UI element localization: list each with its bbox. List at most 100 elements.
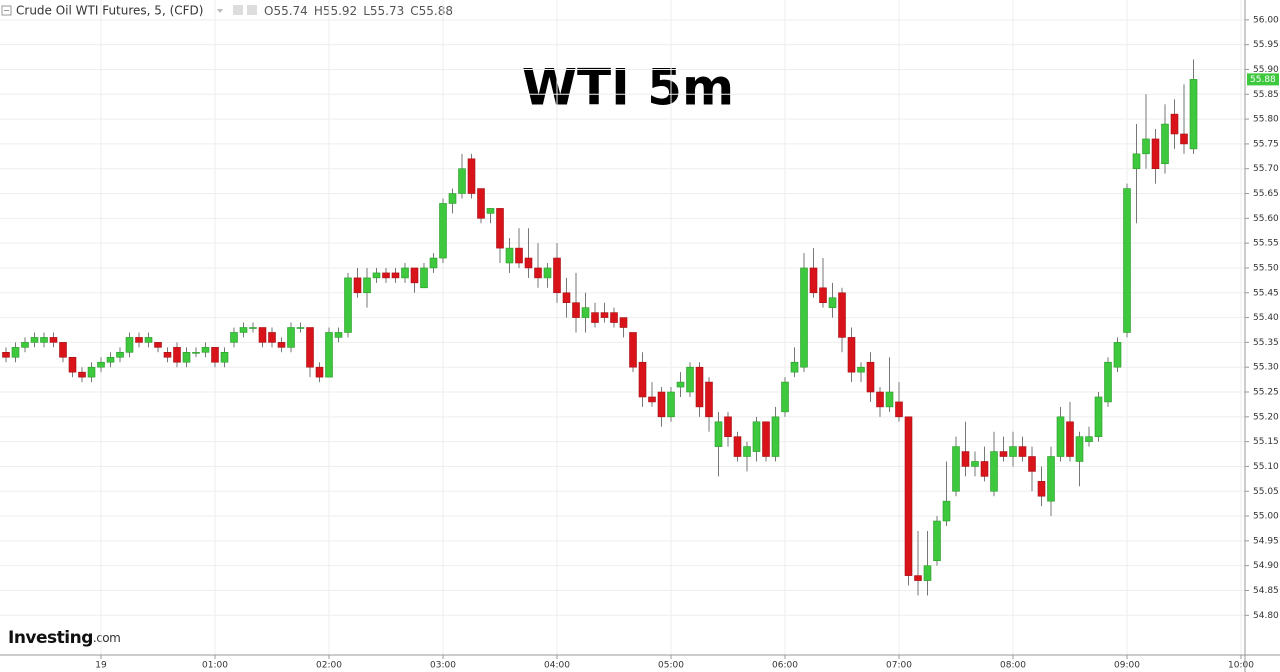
candle-body (315, 366, 324, 378)
x-tick-label: 19 (95, 661, 107, 671)
candle (515, 228, 523, 268)
candle-body (420, 267, 428, 289)
candle (838, 287, 846, 353)
candle (971, 451, 979, 477)
candle (1028, 446, 1036, 492)
candle (382, 267, 390, 283)
candle (21, 337, 29, 353)
chart-title: WTI 5m (522, 59, 734, 117)
y-tick-label: 55.30 (1253, 363, 1279, 373)
candle-body (1009, 446, 1017, 457)
candle-body (676, 381, 685, 388)
candle-body (781, 381, 789, 413)
y-tick-label: 55.15 (1253, 437, 1279, 447)
candle-body (78, 371, 86, 378)
x-tick-label: 02:00 (316, 661, 342, 671)
candle-body (610, 312, 618, 323)
candle (600, 302, 609, 323)
candle (534, 243, 542, 288)
candle (116, 347, 124, 363)
candle (1066, 401, 1074, 462)
candle-body (1085, 436, 1093, 442)
x-tick-label: 05:00 (658, 661, 684, 671)
candle-body (363, 277, 371, 294)
candle-body (1056, 416, 1065, 457)
y-tick-label: 54.80 (1253, 611, 1279, 621)
candle-body (1123, 188, 1131, 333)
candle (458, 153, 466, 199)
candle-body (838, 292, 846, 338)
candle-body (771, 416, 780, 457)
candle-body (258, 327, 267, 343)
candle (638, 352, 647, 407)
candle (173, 342, 181, 368)
y-tick-label: 54.95 (1253, 536, 1279, 546)
candle (30, 332, 39, 348)
candle-body (800, 267, 808, 368)
candle-body (591, 312, 599, 323)
candle-body (59, 342, 67, 358)
candle (1132, 124, 1141, 224)
candle (847, 327, 856, 383)
candle (1094, 392, 1103, 442)
y-tick-label: 55.10 (1253, 462, 1279, 472)
candle (667, 387, 675, 422)
candle-body (173, 347, 181, 363)
candle (733, 431, 742, 462)
candle (657, 387, 666, 427)
candle (230, 327, 238, 348)
candle-body (952, 446, 960, 492)
candle (97, 357, 105, 373)
candle-body (97, 361, 105, 368)
candle-body (961, 451, 970, 467)
candle-body (942, 500, 951, 522)
candle (144, 332, 153, 348)
candle-body (1161, 123, 1169, 165)
candle (828, 282, 837, 318)
candle (619, 317, 628, 338)
candle-body (534, 267, 542, 279)
candle (1037, 466, 1046, 507)
candle-body (467, 158, 476, 194)
x-tick-label: 01:00 (202, 661, 228, 671)
candle (771, 406, 780, 462)
candle (315, 362, 324, 383)
candle-body (458, 168, 466, 194)
candle (135, 332, 143, 348)
candle-body (391, 272, 400, 279)
candle-body (914, 575, 922, 581)
candle (610, 307, 618, 328)
candle-body (1037, 481, 1046, 497)
candle-body (382, 272, 390, 279)
candle (220, 347, 229, 368)
candle-body (448, 193, 457, 204)
candle (800, 253, 808, 373)
y-tick-label: 55.05 (1253, 487, 1279, 497)
candle (1123, 183, 1131, 338)
candle (952, 436, 960, 497)
candle-body (600, 312, 609, 318)
y-tick-label: 55.85 (1253, 90, 1279, 100)
y-tick-label: 55.75 (1253, 139, 1279, 149)
candle (866, 352, 875, 402)
candle-body (686, 366, 694, 393)
settings-icons[interactable] (217, 5, 257, 15)
candle (277, 337, 286, 353)
candle-body (885, 391, 894, 408)
candle-body (1028, 456, 1036, 472)
candle-body (220, 352, 229, 363)
candle-body (1066, 421, 1074, 457)
candle (724, 411, 732, 447)
candle-body (201, 347, 210, 353)
collapse-icon[interactable] (1, 5, 12, 16)
ohlc-value: O55.74 (264, 4, 308, 18)
candle-body (895, 401, 903, 418)
candle (1009, 431, 1017, 467)
candle (629, 332, 637, 373)
candle-body (733, 436, 742, 457)
y-tick-label: 55.95 (1253, 40, 1279, 50)
candle (211, 347, 219, 368)
candle-body (87, 366, 96, 378)
candle (296, 322, 305, 333)
candle (401, 262, 409, 283)
